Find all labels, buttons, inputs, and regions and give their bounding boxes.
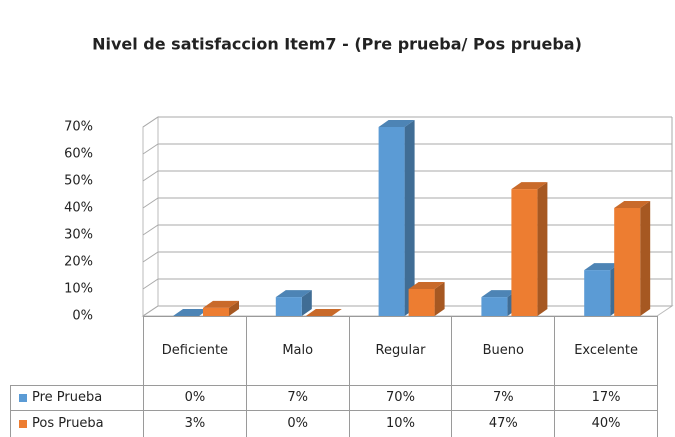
bar — [614, 208, 641, 316]
bar-side — [434, 282, 445, 316]
bar — [408, 289, 435, 316]
y-tick-label: 10% — [64, 282, 93, 297]
grid-line — [142, 197, 672, 209]
category-cell: Bueno — [451, 316, 556, 386]
bar — [481, 297, 508, 316]
bar — [275, 297, 302, 316]
y-tick-label: 0% — [72, 309, 93, 324]
value-cell: 0% — [245, 410, 350, 437]
legend-swatch — [19, 394, 27, 402]
bar-top — [275, 290, 312, 298]
value-cell-text: 10% — [386, 416, 415, 431]
value-cell-text: 7% — [287, 390, 308, 405]
bar-side — [404, 120, 415, 316]
y-tick-label: 70% — [64, 120, 93, 135]
bar-top — [614, 201, 651, 208]
category-cell: Deficiente — [143, 316, 247, 386]
back-wall — [142, 116, 159, 317]
value-cell: 10% — [348, 410, 453, 437]
bar — [378, 127, 405, 316]
bar — [203, 307, 229, 316]
legend-cell: Pos Prueba — [10, 410, 144, 437]
bar-side — [229, 300, 239, 316]
bar-side — [640, 201, 651, 316]
bar-side — [301, 290, 312, 316]
value-cell: 40% — [554, 410, 658, 437]
category-cell-text: Bueno — [482, 343, 524, 358]
value-cell-text: 0% — [287, 416, 308, 431]
grid-line — [142, 170, 672, 182]
category-cell-text: Malo — [282, 343, 314, 358]
legend-label: Pos Prueba — [32, 416, 104, 431]
value-cell: 7% — [451, 385, 556, 411]
bar-top — [584, 263, 621, 271]
bar-top — [481, 290, 518, 298]
grid-line — [142, 251, 672, 263]
y-tick-label: 20% — [64, 255, 93, 270]
bar-top — [173, 309, 209, 316]
legend-label: Pre Prueba — [32, 390, 103, 405]
value-cell: 17% — [554, 385, 658, 411]
value-cell: 3% — [143, 410, 247, 437]
chart-title: Nivel de satisfaccion Item7 - (Pre prueb… — [92, 35, 582, 54]
bar-side — [537, 182, 548, 316]
category-cell: Excelente — [554, 316, 658, 386]
value-cell: 47% — [451, 410, 556, 437]
bar-top — [203, 300, 239, 308]
bar — [584, 270, 611, 316]
y-tick-label: 60% — [64, 147, 93, 162]
grid-line — [142, 278, 672, 290]
category-cell: Malo — [245, 316, 350, 386]
y-tick-label: 50% — [64, 174, 93, 189]
category-cell-text: Deficiente — [161, 343, 229, 358]
grid-line — [142, 143, 672, 155]
bar-top — [408, 282, 445, 289]
bar — [511, 189, 538, 316]
bar-top — [511, 182, 548, 190]
category-cell: Regular — [348, 316, 453, 386]
value-cell: 0% — [143, 385, 247, 411]
category-cell-text: Excelente — [574, 343, 638, 358]
bar-top — [378, 120, 415, 127]
value-cell-text: 0% — [184, 390, 206, 405]
value-cell-text: 47% — [488, 416, 518, 431]
grid-line — [142, 116, 672, 128]
value-cell-text: 17% — [591, 390, 621, 405]
category-cell-text: Regular — [375, 343, 426, 358]
grid-line — [142, 224, 672, 236]
bar-top — [305, 309, 342, 316]
value-cell-text: 3% — [184, 416, 206, 431]
value-cell-text: 70% — [386, 390, 415, 405]
legend-cell: Pre Prueba — [10, 385, 144, 411]
value-cell: 70% — [348, 385, 453, 411]
value-cell-text: 7% — [492, 390, 514, 405]
legend-swatch — [19, 420, 27, 428]
y-tick-label: 40% — [64, 201, 93, 216]
value-cell: 7% — [245, 385, 350, 411]
value-cell-text: 40% — [591, 416, 621, 431]
y-tick-label: 30% — [64, 228, 93, 243]
